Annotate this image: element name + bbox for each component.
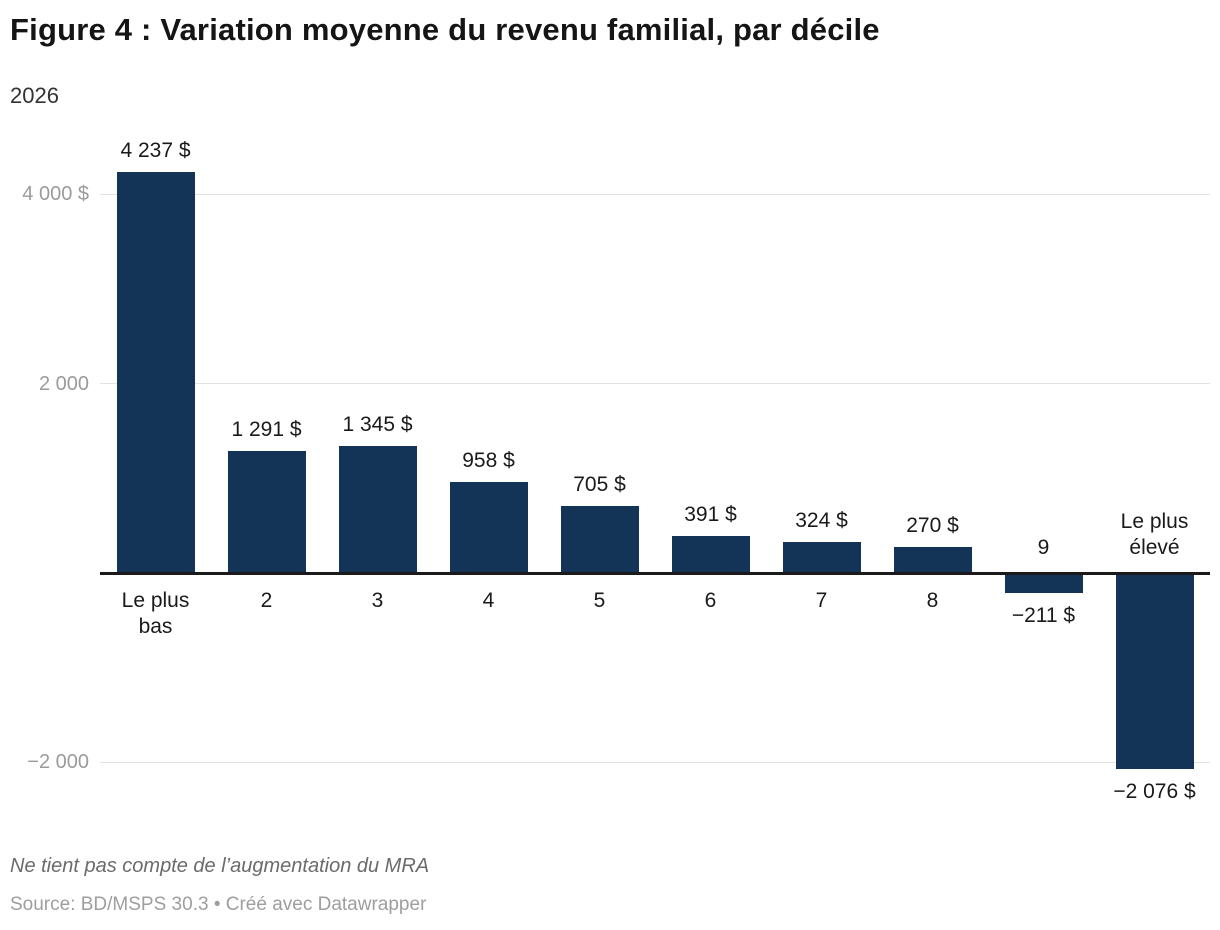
chart-title: Figure 4 : Variation moyenne du revenu f…	[10, 12, 880, 47]
bar	[338, 445, 417, 573]
bar	[671, 535, 750, 573]
bar-category-label: 8	[926, 589, 939, 612]
bar-category-label: 3	[371, 589, 384, 612]
bar-value-label: 1 291 $	[231, 417, 302, 441]
bar-value-label: 270 $	[906, 514, 959, 538]
bar	[1004, 573, 1083, 593]
bar-value-label: −2 076 $	[1113, 780, 1196, 804]
x-axis-line	[100, 571, 1210, 575]
y-axis-tick-label: −2 000	[27, 751, 89, 774]
chart-source: Source: BD/MSPS 30.3 • Créé avec Datawra…	[10, 894, 427, 915]
bar-category-label: 4	[482, 589, 495, 612]
bar-category-label: Le plus bas	[121, 589, 190, 638]
bar-category-label: 6	[704, 589, 717, 612]
chart-subtitle: 2026	[10, 83, 59, 108]
gridline	[100, 382, 1210, 385]
bar-category-label: Le plus élevé	[1120, 510, 1189, 559]
y-axis-tick-label: 2 000	[38, 372, 89, 395]
bar	[449, 482, 528, 573]
bar-value-label: 4 237 $	[120, 139, 191, 163]
bar-value-label: −211 $	[1011, 603, 1076, 627]
bar-value-label: 958 $	[462, 449, 515, 473]
gridline	[100, 761, 1210, 764]
gridline	[100, 193, 1210, 196]
bar-value-label: 1 345 $	[342, 412, 413, 436]
bar-category-label: 7	[815, 589, 828, 612]
bar-value-label: 324 $	[795, 509, 848, 533]
bar	[227, 450, 306, 573]
bar	[116, 172, 195, 573]
bar-category-label: 5	[593, 589, 606, 612]
bar-category-label: 2	[260, 589, 273, 612]
bar-value-label: 705 $	[573, 473, 626, 497]
bar-category-label: 9	[1037, 536, 1050, 559]
bar	[782, 542, 861, 573]
bar	[1115, 573, 1194, 770]
bar	[560, 506, 639, 573]
y-axis-tick-label: 4 000 $	[22, 183, 89, 206]
chart-footnote: Ne tient pas compte de l’augmentation du…	[10, 855, 430, 877]
bar-value-label: 391 $	[684, 503, 737, 526]
bar	[893, 547, 972, 573]
